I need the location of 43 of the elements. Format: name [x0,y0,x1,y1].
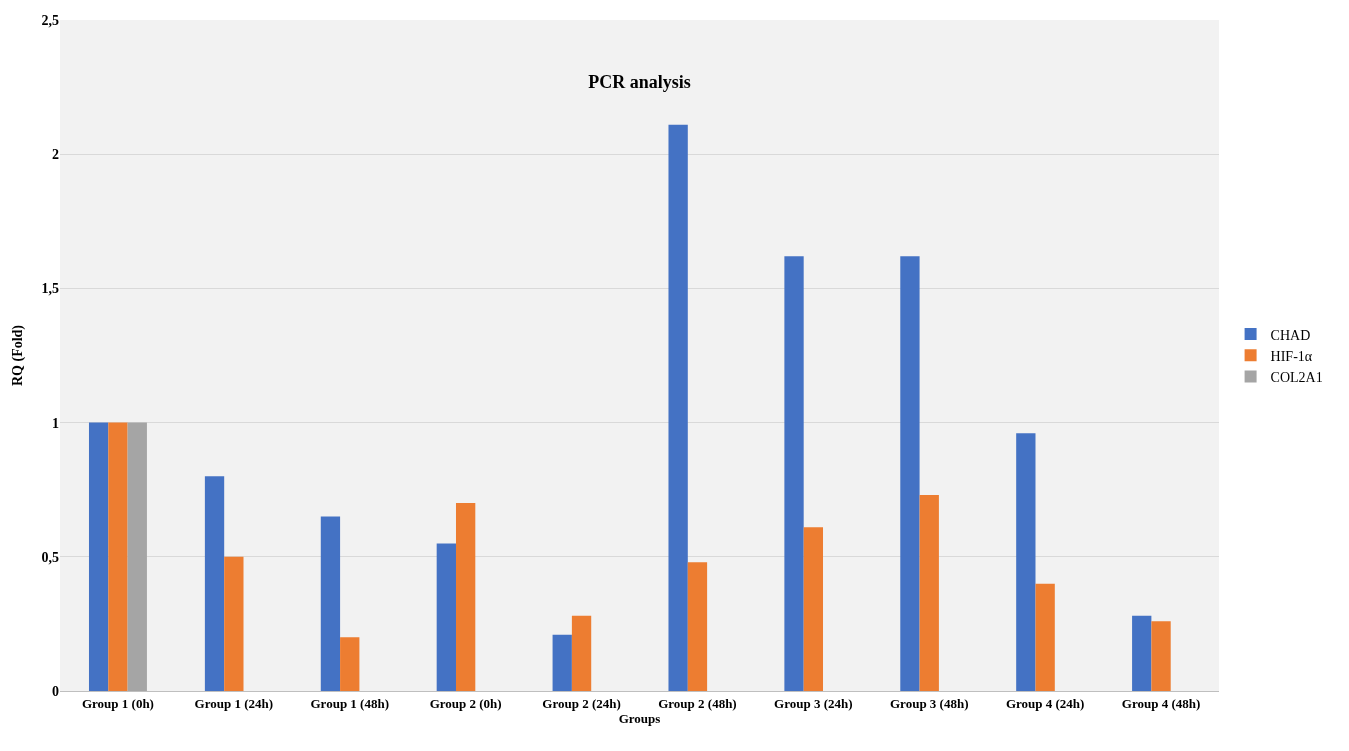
y-tick-label: 1 [52,415,59,431]
x-tick-label: Group 3 (48h) [890,695,969,711]
bar [1016,433,1036,691]
bar [668,124,688,691]
x-tick-label: Group 4 (24h) [1005,695,1085,711]
text: PCR analysis [588,71,691,92]
y-axis-title: RQ (Fold) [10,324,26,387]
x-tick-label: Group 1 (24h) [194,695,274,711]
bar [687,562,708,691]
x-tick-label: Group 3 (24h) [774,695,853,711]
bar [455,503,476,691]
legend-label: CHAD [1270,327,1311,343]
bar [552,634,572,691]
bar [803,527,824,691]
bar [571,615,592,691]
bar [127,422,147,691]
bar [320,516,341,691]
y-tick-label: 1,5 [41,281,59,297]
x-tick-label: Group 2 (24h) [542,695,621,711]
legend-label: HIF-1α [1270,348,1313,364]
bar [1035,583,1055,691]
bar [919,495,939,691]
x-tick-label: Group 1 (0h) [81,695,154,711]
bar [900,256,920,691]
bar [1132,615,1152,691]
y-tick-label: 0 [52,683,59,699]
bar [1151,621,1171,691]
bar [224,556,244,691]
bar [204,476,225,691]
x-tick-label: Group 1 (48h) [310,695,389,711]
legend-label: COL2A1 [1270,369,1323,385]
x-tick-label: Group 2 (0h) [429,695,502,711]
bar [340,637,360,691]
y-tick-label: 0,5 [41,549,59,565]
bar [436,543,456,691]
bar [108,422,128,691]
y-tick-label: 2 [52,147,59,163]
x-axis-title: Groups [618,711,661,727]
bar [784,256,804,691]
x-tick-label: Group 4 (48h) [1121,695,1201,711]
x-tick-label: Group 2 (48h) [658,695,737,711]
bar [88,422,109,691]
y-tick-label: 2,5 [41,12,59,28]
